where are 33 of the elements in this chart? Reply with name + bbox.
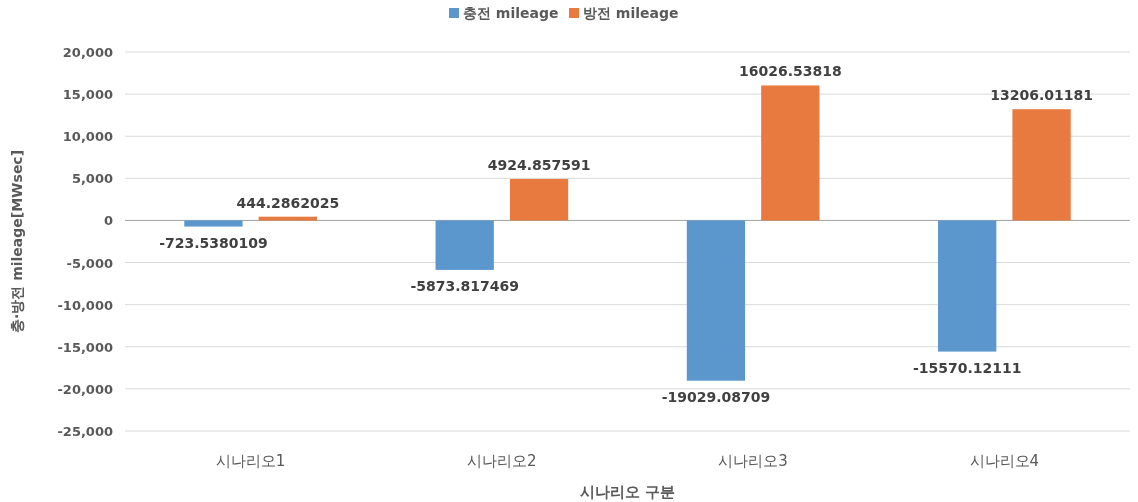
data-label: 444.2862025	[236, 194, 340, 211]
bar	[761, 85, 820, 221]
x-tick-label: 시나리오1	[215, 452, 286, 470]
data-label: 13206.01181	[990, 87, 1093, 104]
y-tick-label: -10,000	[57, 297, 113, 313]
data-label: -19029.08709	[661, 388, 771, 405]
x-tick-label: 시나리오4	[969, 452, 1040, 470]
y-tick-label: 0	[103, 213, 113, 229]
x-axis-title: 시나리오 구분	[579, 483, 676, 501]
y-tick-label: 15,000	[62, 87, 113, 103]
bar	[509, 178, 569, 221]
bar	[435, 220, 494, 270]
bar	[938, 220, 997, 352]
y-axis-title: 충·방전 mileage[MWsec]	[9, 149, 25, 334]
bar	[686, 220, 746, 381]
legend-label: 방전 mileage	[583, 5, 679, 21]
bar	[1012, 109, 1071, 221]
data-label: 16026.53818	[738, 63, 842, 80]
y-tick-label: 10,000	[62, 129, 113, 145]
y-tick-label: -20,000	[57, 381, 113, 397]
x-tick-label: 시나리오2	[467, 452, 537, 470]
y-tick-label: -25,000	[57, 424, 113, 439]
y-tick-label: -15,000	[57, 339, 113, 355]
data-label: -15570.12111	[912, 359, 1022, 376]
data-label: -723.5380109	[159, 234, 268, 251]
bar	[184, 220, 243, 227]
data-label: -5873.817469	[410, 277, 519, 294]
x-tick-label: 시나리오3	[718, 452, 788, 470]
y-tick-label: 5,000	[71, 171, 113, 187]
legend-label: 충전 mileage	[463, 5, 559, 21]
y-tick-label: 20,000	[62, 45, 113, 60]
data-label: 4924.857591	[487, 156, 591, 173]
y-tick-label: -5,000	[66, 255, 113, 271]
